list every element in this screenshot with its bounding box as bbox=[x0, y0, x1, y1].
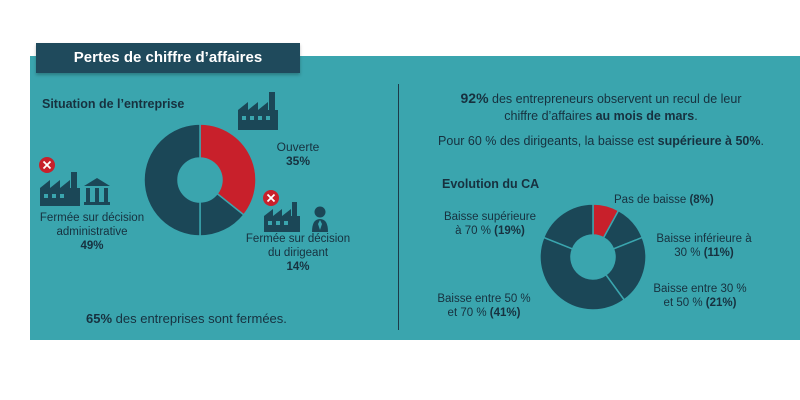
left-footer-text: des entreprises sont fermées. bbox=[112, 311, 287, 326]
evolution-slice-4 bbox=[542, 203, 594, 250]
left-section-title: Situation de l’entreprise bbox=[42, 97, 185, 111]
left-footer-percent: 65% bbox=[86, 311, 113, 326]
label-ouverte: Ouverte 35% bbox=[258, 140, 338, 168]
label-fermee-administrative-value: 49% bbox=[80, 240, 104, 252]
column-divider bbox=[398, 84, 399, 330]
stat-line2-end: . bbox=[694, 109, 698, 123]
label-baisse-30-50-line1: Baisse entre 30 % bbox=[653, 283, 747, 295]
stat-line2-bold: au mois de mars bbox=[595, 109, 695, 123]
label-pas-de-baisse-value: (8%) bbox=[689, 194, 714, 206]
donut-situation-hole bbox=[178, 158, 222, 202]
stat-line2-text: chiffre d’affaires bbox=[504, 109, 596, 123]
person-icon bbox=[312, 206, 328, 232]
page-title: Pertes de chiffre d’affaires bbox=[36, 43, 300, 73]
label-baisse-inf-30-line1: Baisse inférieure à bbox=[656, 233, 752, 245]
donut-evolution-segments bbox=[539, 203, 647, 311]
label-fermee-dirigeant-line2: du dirigeant bbox=[267, 247, 329, 259]
label-baisse-inf-30-line2: 30 % bbox=[674, 247, 701, 259]
label-baisse-sup-70-value: (19%) bbox=[494, 225, 525, 237]
label-baisse-50-70: Baisse entre 50 % et 70 % (41%) bbox=[424, 292, 544, 320]
right-stat-block: 92% des entrepreneurs observent un recul… bbox=[416, 90, 786, 125]
stat-92-percent: 92% bbox=[460, 90, 489, 106]
label-pas-de-baisse-text: Pas de baisse bbox=[614, 194, 687, 206]
factory-icon bbox=[238, 92, 278, 130]
label-ouverte-text: Ouverte bbox=[276, 140, 320, 154]
label-baisse-30-50-value: (21%) bbox=[705, 297, 737, 309]
x-badge-icon bbox=[39, 157, 55, 173]
stat-line3-bold: supérieure à 50% bbox=[657, 134, 761, 148]
label-baisse-sup-70-line1: Baisse supérieure bbox=[443, 211, 537, 223]
label-baisse-50-70-line1: Baisse entre 50 % bbox=[437, 293, 531, 305]
stat-line3-end: . bbox=[760, 134, 764, 148]
label-baisse-inf-30: Baisse inférieure à 30 % (11%) bbox=[644, 232, 764, 260]
label-fermee-dirigeant: Fermée sur décision du dirigeant 14% bbox=[238, 232, 358, 274]
stat-line1-text: des entrepreneurs observent un recul de … bbox=[488, 92, 742, 106]
donut-evolution-hole bbox=[571, 235, 615, 279]
label-fermee-administrative: Fermée sur décision administrative 49% bbox=[32, 211, 152, 253]
factory-icon bbox=[264, 202, 300, 232]
label-baisse-30-50: Baisse entre 30 % et 50 % (21%) bbox=[640, 282, 760, 310]
label-baisse-inf-30-value: (11%) bbox=[703, 247, 734, 259]
factory-icon bbox=[40, 172, 80, 206]
label-baisse-sup-70: Baisse supérieure à 70 % (19%) bbox=[430, 210, 550, 238]
stat-line3-text: Pour 60 % des dirigeants, la baisse est bbox=[438, 134, 658, 148]
label-fermee-administrative-line2: administrative bbox=[56, 226, 128, 238]
left-footer: 65% des entreprises sont fermées. bbox=[86, 312, 287, 326]
label-fermee-administrative-line1: Fermée sur décision bbox=[39, 212, 145, 224]
label-baisse-50-70-line2: et 70 % bbox=[447, 307, 487, 319]
x-badge-icon bbox=[263, 190, 279, 206]
label-baisse-sup-70-line2: à 70 % bbox=[455, 225, 491, 237]
label-baisse-30-50-line2: et 50 % bbox=[663, 297, 703, 309]
right-stat-line3: Pour 60 % des dirigeants, la baisse est … bbox=[416, 134, 786, 148]
label-pas-de-baisse: Pas de baisse (8%) bbox=[614, 193, 714, 207]
label-baisse-50-70-value: (41%) bbox=[489, 307, 521, 319]
label-ouverte-value: 35% bbox=[285, 154, 311, 168]
bank-icon bbox=[84, 178, 110, 205]
label-fermee-dirigeant-value: 14% bbox=[286, 261, 310, 273]
right-section-title: Evolution du CA bbox=[442, 177, 540, 191]
label-fermee-dirigeant-line1: Fermée sur décision bbox=[245, 233, 351, 245]
